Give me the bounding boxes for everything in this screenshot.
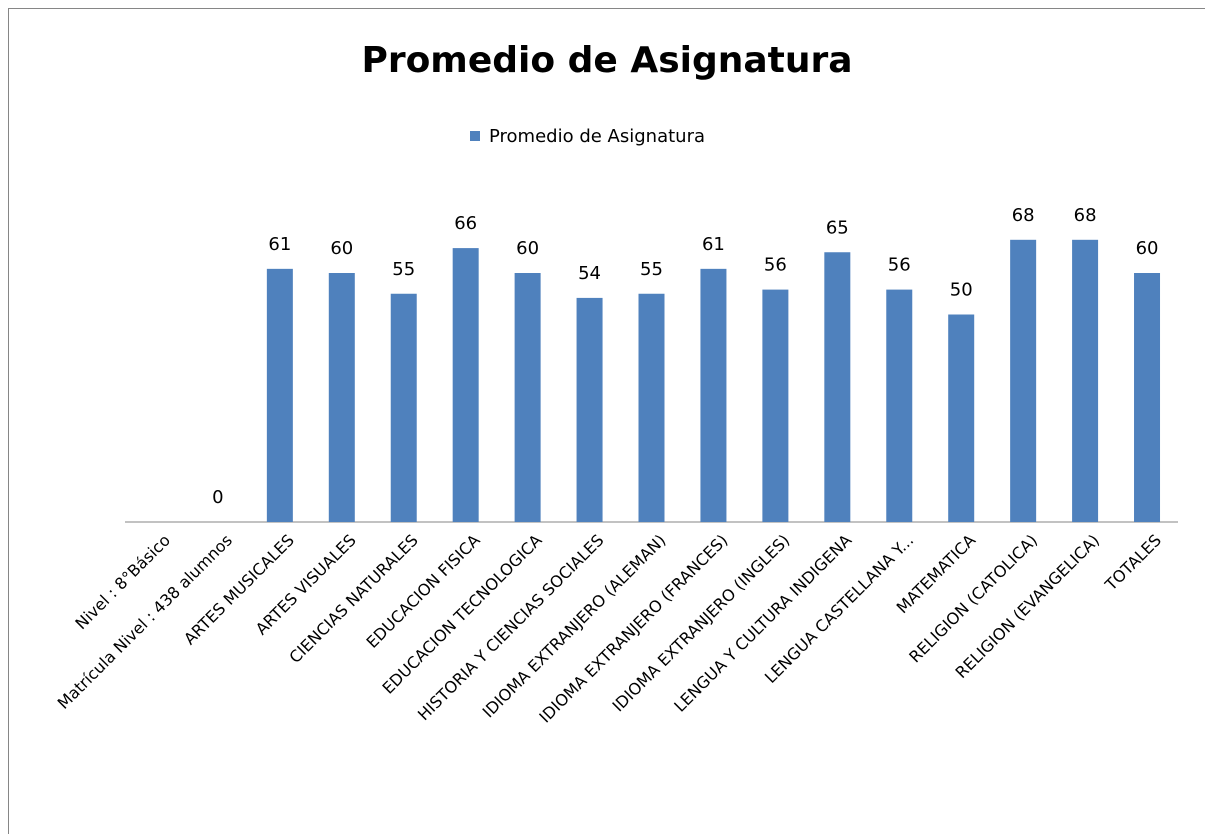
data-label: 66 bbox=[454, 213, 477, 234]
data-label: 68 bbox=[1012, 205, 1035, 226]
chart-frame bbox=[8, 8, 1205, 834]
data-label: 60 bbox=[330, 238, 353, 259]
data-label: 56 bbox=[764, 255, 787, 276]
data-label: 61 bbox=[268, 234, 291, 255]
bar bbox=[1072, 239, 1099, 523]
bar bbox=[514, 273, 541, 522]
data-label: 54 bbox=[578, 263, 601, 284]
bar bbox=[266, 268, 293, 522]
bar bbox=[700, 268, 727, 522]
bar bbox=[638, 293, 665, 522]
bar bbox=[328, 273, 355, 522]
bar bbox=[1010, 239, 1037, 523]
data-label: 60 bbox=[516, 238, 539, 259]
data-label: 60 bbox=[1136, 238, 1159, 259]
bar bbox=[948, 314, 975, 522]
data-label: 65 bbox=[826, 217, 849, 238]
bar bbox=[762, 289, 789, 522]
bar bbox=[886, 289, 913, 522]
data-label: 0 bbox=[212, 487, 223, 508]
bar bbox=[452, 248, 479, 522]
data-label: 68 bbox=[1074, 205, 1097, 226]
data-label: 61 bbox=[702, 234, 725, 255]
legend-swatch bbox=[470, 131, 480, 141]
bar bbox=[576, 297, 603, 522]
bar bbox=[1134, 273, 1161, 522]
data-label: 55 bbox=[392, 259, 415, 280]
legend-label: Promedio de Asignatura bbox=[489, 126, 705, 147]
data-label: 55 bbox=[640, 259, 663, 280]
chart-title: Promedio de Asignatura bbox=[361, 40, 852, 81]
bar bbox=[390, 293, 417, 522]
data-label: 50 bbox=[950, 280, 973, 301]
data-label: 56 bbox=[888, 255, 911, 276]
bar bbox=[824, 252, 851, 522]
